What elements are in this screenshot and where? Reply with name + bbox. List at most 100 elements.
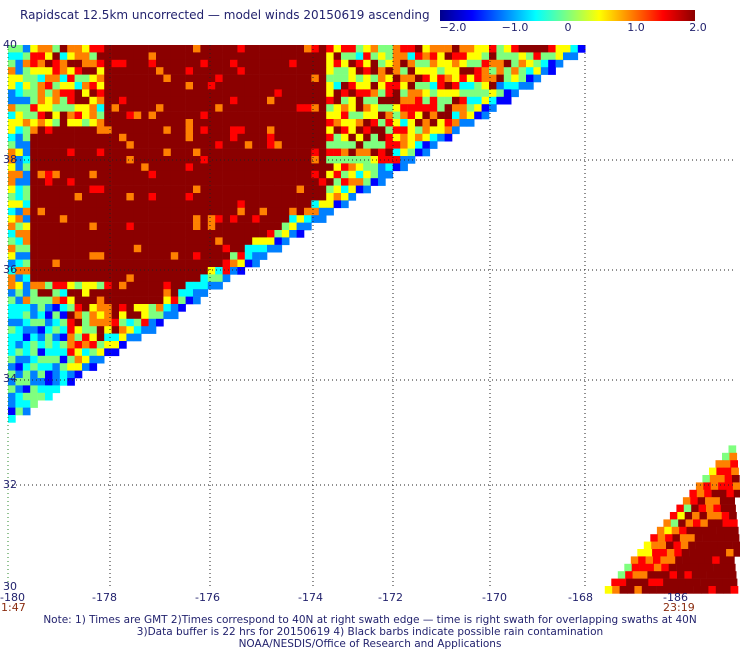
data-cell	[185, 237, 194, 246]
data-cell	[533, 45, 542, 53]
data-cell	[67, 274, 75, 283]
data-cell	[148, 252, 157, 260]
data-cell	[37, 185, 46, 194]
data-cell	[281, 185, 290, 194]
data-cell	[459, 82, 468, 90]
data-cell	[326, 59, 334, 68]
data-cell	[651, 541, 659, 550]
data-cell	[59, 318, 68, 327]
data-cell	[141, 289, 149, 297]
data-cell	[407, 45, 416, 53]
data-cell	[481, 59, 490, 68]
data-cell	[656, 526, 665, 535]
data-cell	[355, 89, 364, 98]
data-cell	[348, 133, 357, 142]
data-cell	[67, 126, 75, 135]
data-cell	[318, 96, 327, 105]
data-cell	[696, 549, 705, 557]
data-cell	[518, 74, 527, 83]
data-cell	[8, 222, 16, 231]
data-cell	[699, 571, 707, 579]
data-cell	[193, 52, 201, 61]
data-cell	[89, 126, 98, 135]
data-cell	[326, 67, 334, 75]
data-cell	[30, 163, 38, 172]
data-cell	[670, 578, 679, 587]
data-cell	[67, 296, 75, 305]
data-cell	[74, 185, 83, 194]
data-cell	[326, 82, 334, 90]
data-cell	[645, 556, 654, 565]
data-cell	[126, 215, 135, 223]
data-cell	[30, 311, 38, 320]
data-cell	[82, 348, 90, 357]
data-cell	[415, 45, 423, 53]
data-cell	[267, 133, 275, 142]
data-cell	[163, 311, 172, 320]
data-cell	[133, 333, 142, 342]
data-cell	[496, 59, 505, 68]
data-cell	[690, 563, 699, 572]
data-cell	[89, 74, 98, 83]
data-cell	[67, 281, 75, 290]
data-cell	[407, 141, 416, 149]
data-cell	[126, 67, 135, 75]
data-cell	[466, 74, 475, 83]
data-cell	[37, 289, 46, 297]
data-cell	[318, 89, 327, 98]
data-cell	[489, 96, 497, 105]
data-cell	[200, 67, 209, 75]
data-cell	[126, 96, 135, 105]
data-cell	[22, 45, 31, 53]
data-cell	[422, 133, 431, 142]
data-cell	[311, 178, 320, 186]
data-cell	[267, 163, 275, 172]
data-cell	[133, 148, 142, 157]
data-cell	[714, 571, 722, 579]
data-cell	[378, 45, 386, 53]
data-cell	[705, 563, 714, 572]
data-cell	[348, 185, 357, 194]
data-cell	[244, 230, 253, 238]
data-cell	[22, 304, 31, 312]
data-cell	[662, 571, 670, 579]
data-cell	[126, 311, 135, 320]
data-cell	[119, 148, 127, 157]
data-cell	[52, 178, 61, 186]
data-cell	[126, 111, 135, 120]
data-cell	[141, 104, 149, 112]
data-cell	[193, 274, 201, 283]
data-cell	[74, 296, 83, 305]
data-cell	[104, 230, 112, 238]
data-cell	[170, 274, 179, 283]
data-cell	[133, 200, 142, 209]
data-cell	[111, 318, 120, 327]
data-cell	[296, 74, 305, 83]
data-cell	[193, 126, 201, 135]
data-cell	[8, 89, 16, 98]
data-cell	[119, 274, 127, 283]
data-cell	[89, 104, 98, 112]
data-cell	[503, 82, 512, 90]
data-cell	[230, 96, 238, 105]
data-cell	[96, 67, 105, 75]
data-cell	[718, 549, 727, 557]
data-cell	[244, 67, 253, 75]
data-cell	[141, 244, 149, 253]
data-cell	[185, 252, 194, 260]
data-cell	[89, 215, 98, 223]
data-cell	[74, 237, 83, 246]
data-cell	[104, 333, 112, 342]
data-cell	[15, 259, 24, 268]
data-cell	[296, 89, 305, 98]
data-cell	[215, 267, 223, 275]
data-cell	[67, 355, 75, 364]
data-cell	[267, 74, 275, 83]
data-cell	[178, 244, 186, 253]
data-cell	[207, 148, 216, 157]
data-cell	[45, 318, 53, 327]
data-cell	[8, 111, 16, 120]
data-cell	[111, 148, 120, 157]
data-cell	[74, 267, 83, 275]
data-cell	[156, 96, 164, 105]
